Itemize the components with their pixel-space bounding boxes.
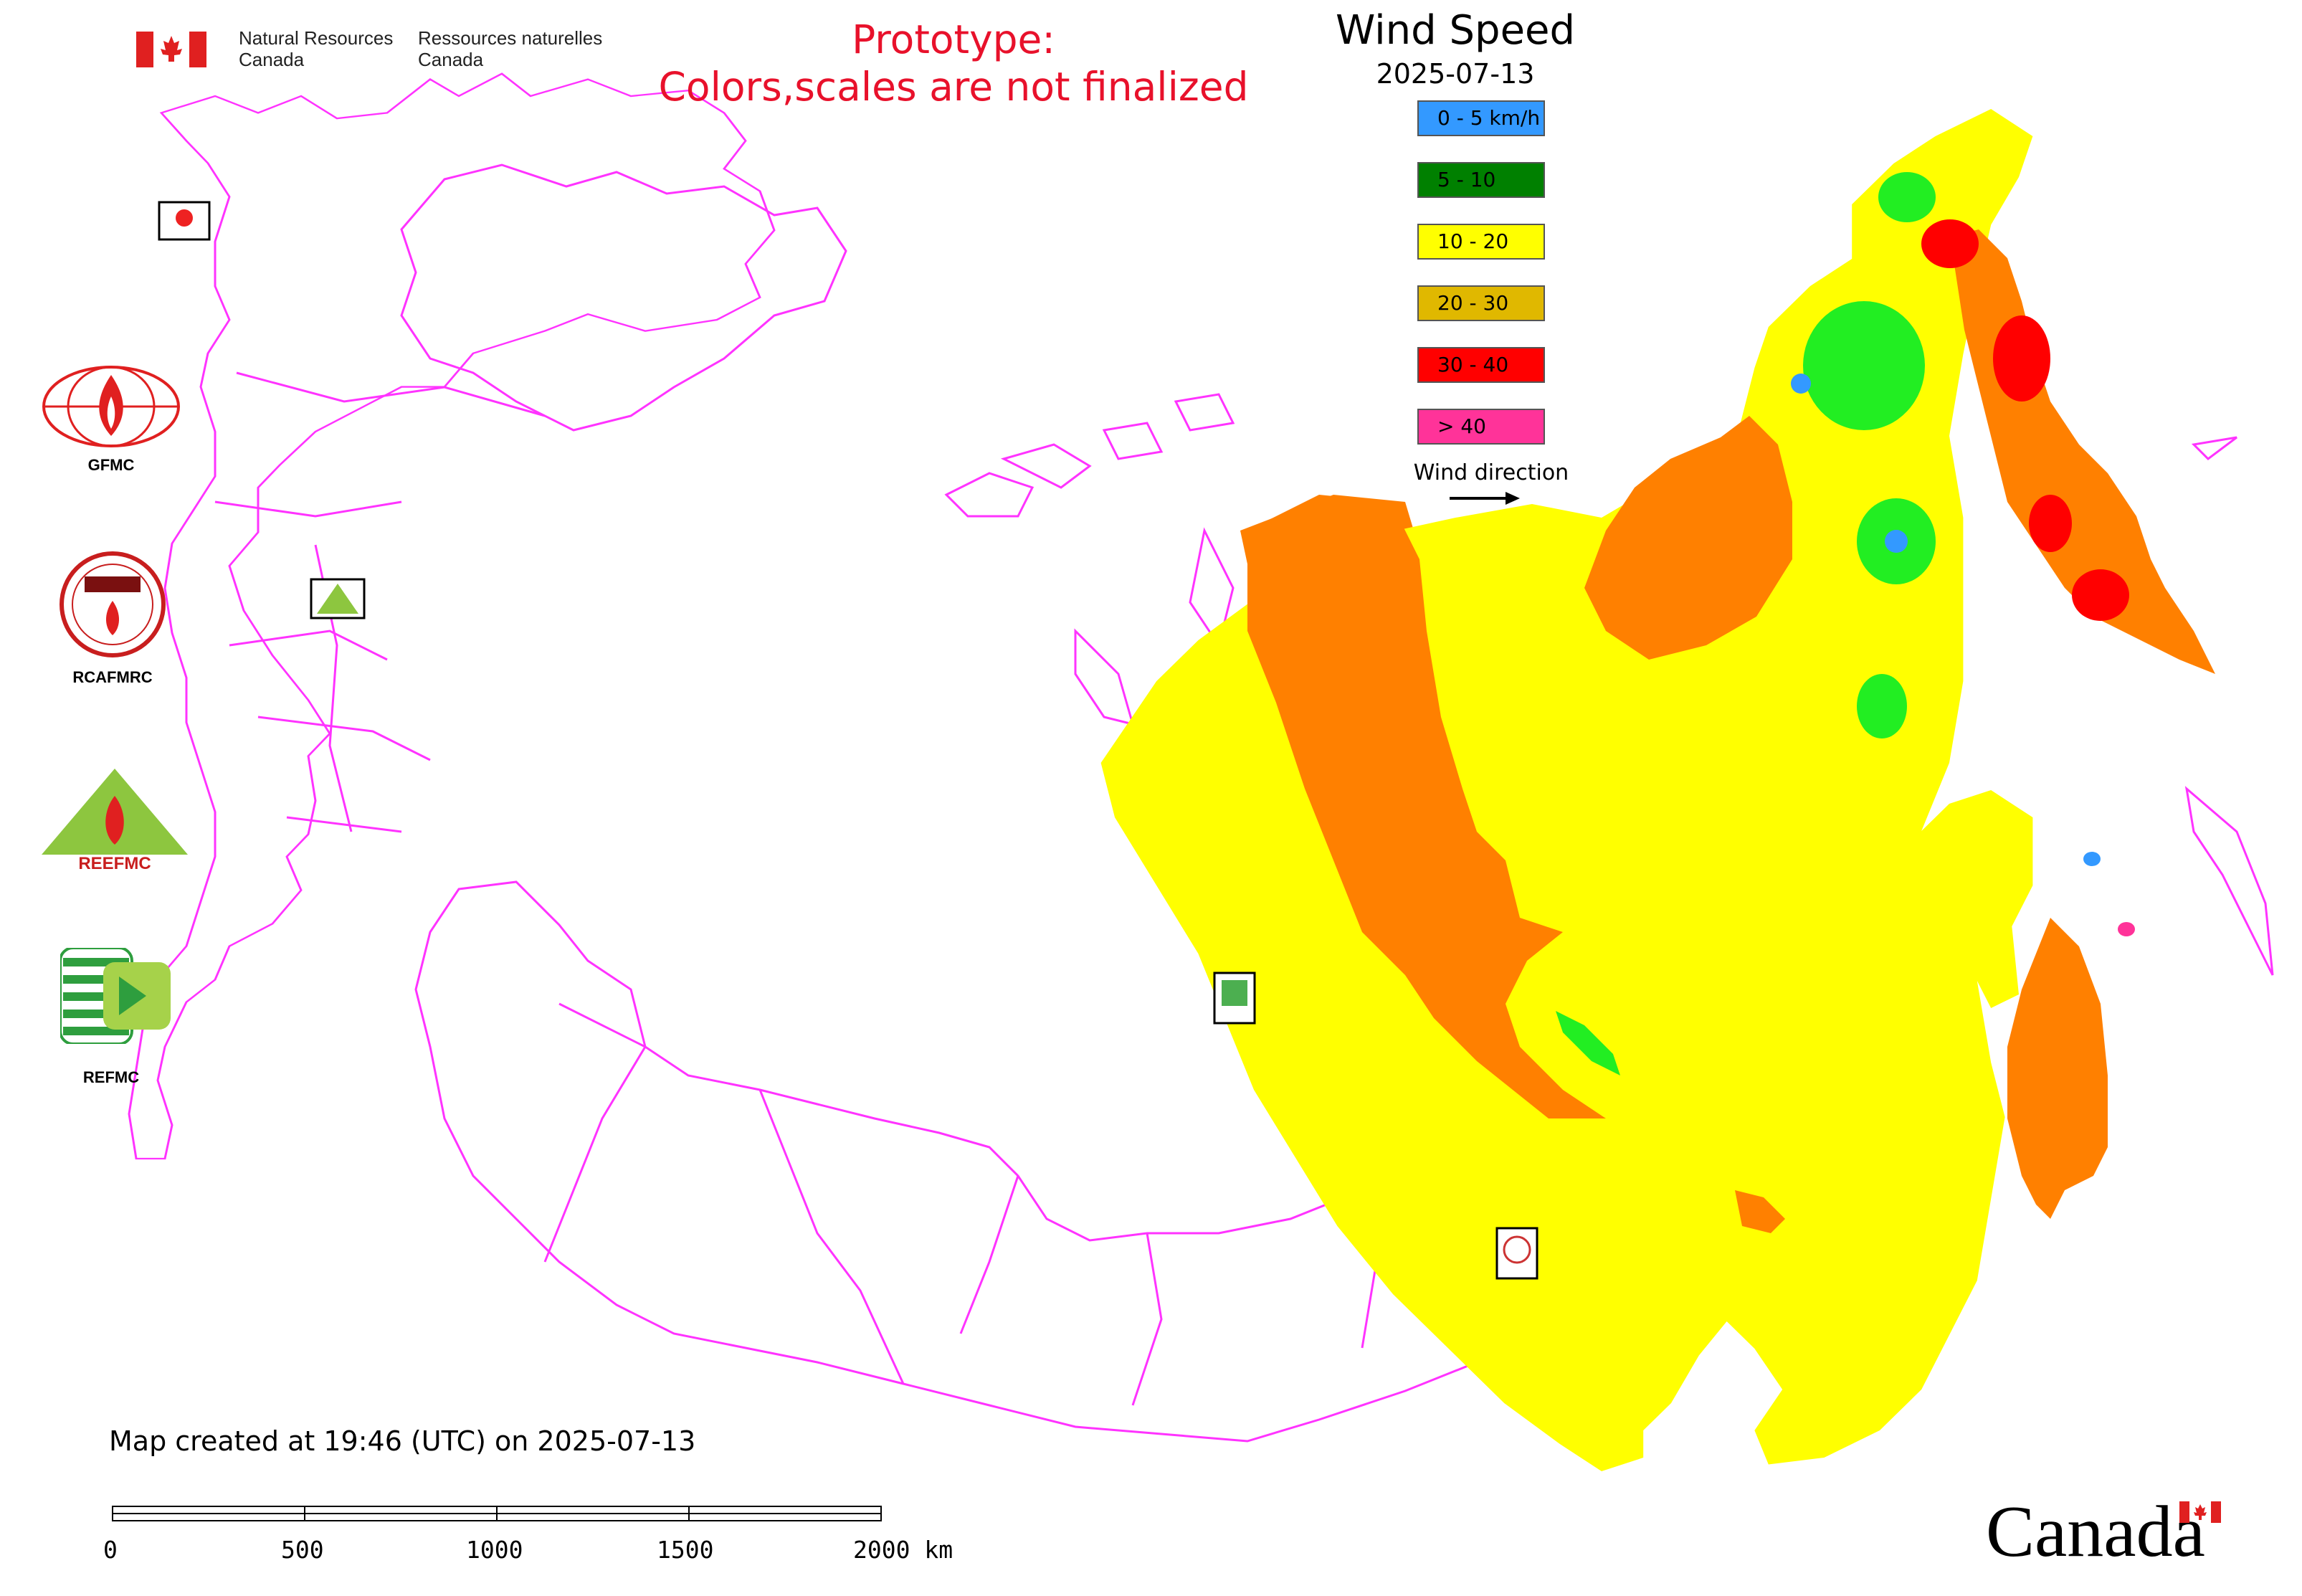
scale-bar — [112, 1506, 882, 1521]
legend-date: 2025-07-13 — [1376, 58, 1535, 90]
nrcan-name-fr: Ressources naturelles Canada — [418, 27, 602, 70]
light-wind-zone-north — [1803, 301, 1925, 430]
legend-title: Wind Speed — [1335, 7, 1576, 54]
gfmc-logo-icon — [42, 366, 180, 447]
refmc-logo-icon — [60, 948, 171, 1044]
canada-wordmark-text: Canada — [1986, 1491, 2205, 1572]
strong-wind-zone-west — [1247, 495, 1606, 1118]
nrcan-name-en-line1: Natural Resources — [239, 27, 394, 49]
legend-item-label: 0 - 5 km/h — [1437, 106, 1541, 130]
nrcan-name-fr-line2: Canada — [418, 49, 484, 70]
rcafmrc-logo-icon — [60, 551, 166, 657]
strong-wind-zone-north — [1584, 416, 1792, 660]
svg-text:REEFMC: REEFMC — [78, 854, 151, 870]
light-wind-zone-south — [1857, 674, 1907, 738]
legend-item-strong: 30 - 40 — [1417, 347, 1545, 383]
wind-direction-arrow-icon — [1450, 492, 1520, 505]
scale-label-0: 0 — [103, 1536, 118, 1564]
centre-markers — [158, 201, 1538, 1280]
calm-wind-spot-north — [1791, 374, 1811, 394]
northern-coast-border — [400, 163, 847, 432]
very-strong-wind-spot-coast — [2072, 569, 2129, 621]
very-strong-wind-spot-east — [1993, 315, 2050, 402]
legend-item-moderate: 10 - 20 — [1417, 224, 1545, 260]
map-created-timestamp: Map created at 19:46 (UTC) on 2025-07-13 — [109, 1425, 696, 1457]
calm-wind-spot-east — [2083, 852, 2101, 866]
extreme-wind-spot — [2118, 922, 2135, 936]
very-strong-wind-spot-southeast — [2029, 495, 2072, 552]
light-wind-zone-southwest — [1556, 1011, 1620, 1075]
rcafmrc-logo-label: RCAFMRC — [72, 668, 153, 686]
legend-item-label: 30 - 40 — [1437, 353, 1509, 376]
legend-item-label: 20 - 30 — [1437, 291, 1509, 315]
very-strong-wind-spot-north — [1921, 219, 1979, 268]
nrcan-name-fr-line1: Ressources naturelles — [418, 27, 603, 49]
legend-item-label: 5 - 10 — [1437, 168, 1496, 191]
legend-item-calm: 0 - 5 km/h — [1417, 100, 1545, 136]
western-internal-lines — [214, 371, 546, 833]
scale-label-1500: 1500 — [657, 1536, 714, 1564]
legend-item-light: 5 - 10 — [1417, 162, 1545, 198]
western-region-border — [128, 72, 776, 1160]
arctic-islands — [944, 393, 1235, 726]
canada-wordmark-flag-icon — [2179, 1501, 2221, 1523]
calm-wind-spot-central — [1885, 530, 1908, 553]
gfmc-logo-label: GFMC — [87, 456, 135, 474]
reefmc-logo-icon: REEFMC — [42, 769, 188, 870]
prototype-notice: Prototype: Colors,scales are not finaliz… — [645, 16, 1262, 110]
light-wind-zone-arctic — [1878, 172, 1936, 222]
wind-zones — [1100, 109, 2215, 1471]
wind-direction-label: Wind direction — [1413, 460, 1569, 485]
legend-item-label: > 40 — [1437, 414, 1486, 438]
nrcan-name-en-line2: Canada — [239, 49, 305, 70]
scale-label-500: 500 — [281, 1536, 324, 1564]
inner-region-lines — [543, 1002, 1564, 1406]
scale-label-2000: 2000 km — [853, 1536, 953, 1564]
refmc-logo-label: REFMC — [82, 1068, 140, 1086]
strong-wind-zone-island — [1735, 1190, 1785, 1233]
legend-item-label: 10 - 20 — [1437, 229, 1509, 253]
nrcan-name-en: Natural Resources Canada — [239, 27, 393, 70]
moderate-wind-zone — [1100, 109, 2033, 1471]
strong-wind-zone-southeast — [2007, 918, 2108, 1219]
canada-wordmark: Canada — [1986, 1493, 2205, 1572]
prototype-notice-line1: Prototype: — [852, 16, 1055, 62]
scale-label-1000: 1000 — [466, 1536, 523, 1564]
eastern-coast-border — [2184, 436, 2274, 976]
canada-flag-icon — [136, 32, 206, 67]
prototype-notice-line2: Colors,scales are not finalized — [658, 64, 1249, 110]
legend-item-fresh: 20 - 30 — [1417, 285, 1545, 321]
legend-item-extreme: > 40 — [1417, 409, 1545, 445]
